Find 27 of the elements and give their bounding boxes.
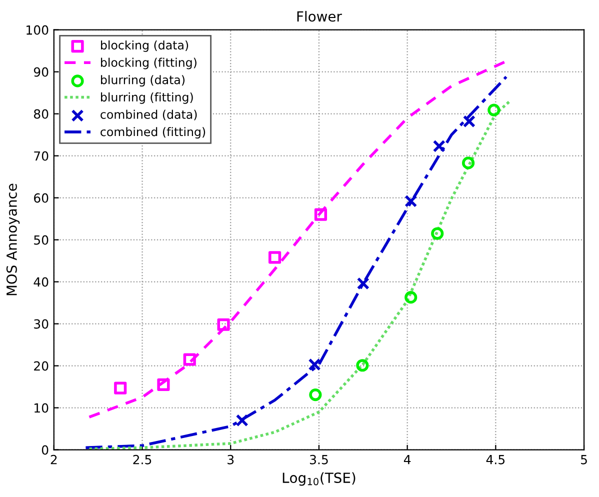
y-tick-label: 30 <box>34 319 48 329</box>
y-tick-label: 60 <box>34 193 48 203</box>
y-tick-label: 90 <box>34 67 48 77</box>
y-tick-label: 100 <box>26 25 48 35</box>
chart-title: Flower <box>297 10 342 22</box>
y-tick-label: 80 <box>34 109 48 119</box>
x-tick-label: 2 <box>50 454 57 464</box>
legend-label: blurring (fitting) <box>101 92 193 104</box>
x-tick-label: 4.5 <box>486 455 505 464</box>
y-tick-label: 10 <box>34 403 48 413</box>
legend-label: blurring (data) <box>101 75 185 87</box>
x-tick-label: 4 <box>404 455 411 464</box>
legend-label: blocking (fitting) <box>101 58 196 70</box>
y-axis-title: MOS Annoyance <box>6 184 20 296</box>
y-tick-label: 70 <box>34 151 48 161</box>
legend-label: combined (data) <box>100 110 197 120</box>
x-tick-label: 3.5 <box>310 454 328 464</box>
x-tick-label: 2.5 <box>133 454 152 464</box>
y-tick-label: 50 <box>34 235 48 245</box>
x-tick-label: 3 <box>228 454 234 464</box>
x-axis-title: Log$_{10}$(TSE) <box>282 472 356 486</box>
y-tick-label: 40 <box>34 277 48 287</box>
legend-label: combined (fitting) <box>100 127 206 139</box>
legend-label: blocking (data) <box>101 40 188 52</box>
y-tick-label: 20 <box>34 361 48 371</box>
y-tick-label: 0 <box>42 445 48 455</box>
x-tick-label: 5 <box>581 455 587 464</box>
